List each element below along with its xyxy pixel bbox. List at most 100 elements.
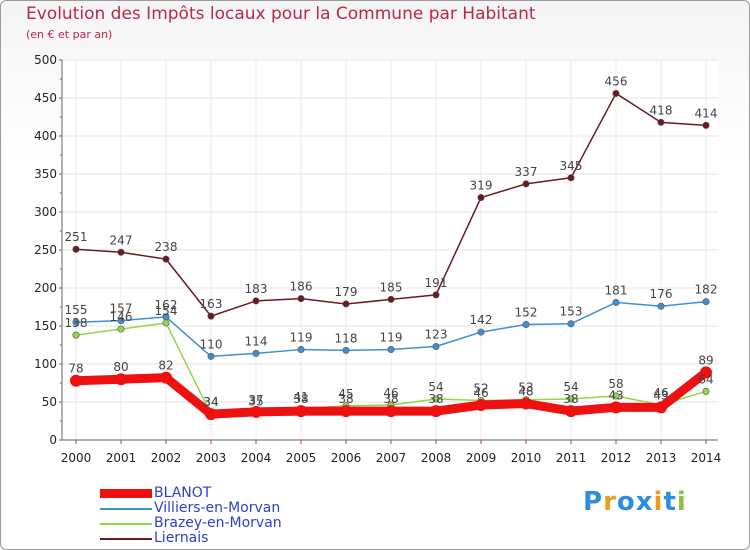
data-label-blanot: 43 [608,388,623,402]
proxiti-logo: Proxiti [583,487,687,517]
data-label-liernais: 186 [290,280,313,294]
data-label-liernais: 191 [425,276,448,290]
data-point-brazey-en-morvan [162,319,170,327]
data-point-villiers-en-morvan [72,318,80,326]
data-point-liernais [72,245,80,253]
data-label-liernais: 337 [515,165,538,179]
legend-item-liernais: Liernais [100,531,282,546]
data-point-liernais [522,180,530,188]
x-tick-label: 2013 [646,451,677,465]
data-label-villiers-en-morvan: 153 [560,305,583,319]
x-tick-label: 2007 [376,451,407,465]
y-tick-label: 450 [34,91,57,105]
data-label-blanot: 43 [653,388,668,402]
x-tick-label: 2012 [601,451,632,465]
logo-letter: i [676,487,687,517]
data-point-blanot [295,405,307,418]
data-label-blanot: 46 [473,386,488,400]
data-point-blanot [430,405,442,418]
data-label-blanot: 82 [158,359,173,373]
data-label-liernais: 185 [380,280,403,294]
legend-label: Liernais [154,530,209,546]
data-label-blanot: 37 [248,393,263,407]
data-point-villiers-en-morvan [117,317,125,325]
data-label-villiers-en-morvan: 157 [110,302,133,316]
data-point-blanot [160,371,172,384]
data-label-liernais: 414 [695,106,718,120]
data-point-blanot [115,373,127,386]
data-point-villiers-en-morvan [522,320,530,328]
data-point-villiers-en-morvan [432,343,440,351]
x-tick-label: 2010 [511,451,542,465]
data-label-brazey-en-morvan: 52 [473,381,488,395]
logo-letter: i [653,487,664,517]
data-label-liernais: 238 [155,240,178,254]
data-point-liernais [612,89,620,97]
data-label-villiers-en-morvan: 123 [425,328,448,342]
data-point-brazey-en-morvan [432,395,440,403]
data-label-blanot: 38 [338,392,353,406]
legend-label: Brazey-en-Morvan [154,515,282,531]
x-tick-label: 2002 [151,451,182,465]
data-point-liernais [432,291,440,299]
data-label-brazey-en-morvan: 146 [110,310,133,324]
data-label-liernais: 179 [335,285,358,299]
data-point-liernais [567,174,575,182]
data-point-liernais [387,295,395,303]
legend-item-brazey-en-morvan: Brazey-en-Morvan [100,516,282,531]
data-point-liernais [297,295,305,303]
data-label-villiers-en-morvan: 142 [470,313,493,327]
data-label-brazey-en-morvan: 46 [653,386,668,400]
logo-letter: r [603,487,617,517]
data-label-villiers-en-morvan: 114 [245,334,268,348]
legend-label: Villiers-en-Morvan [154,500,281,516]
data-point-villiers-en-morvan [252,349,260,357]
data-label-villiers-en-morvan: 110 [200,337,223,351]
y-tick-label: 0 [49,433,57,447]
data-label-liernais: 418 [650,103,673,117]
data-label-blanot: 38 [383,392,398,406]
data-point-villiers-en-morvan [702,298,710,306]
data-label-brazey-en-morvan: 53 [518,381,533,395]
data-label-blanot: 34 [203,395,218,409]
data-label-villiers-en-morvan: 182 [695,283,718,297]
legend-swatch [100,537,152,540]
data-point-liernais [657,118,665,126]
legend: BLANOT Villiers-en-Morvan Brazey-en-Morvan… [100,486,282,546]
data-label-blanot: 38 [293,392,308,406]
data-point-brazey-en-morvan [567,395,575,403]
data-point-liernais [702,121,710,129]
data-label-villiers-en-morvan: 176 [650,287,673,301]
data-label-brazey-en-morvan: 46 [383,386,398,400]
data-point-blanot [565,405,577,418]
data-point-blanot [70,374,82,387]
y-tick-label: 50 [42,395,57,409]
data-point-liernais [207,312,215,320]
data-label-brazey-en-morvan: 54 [428,380,443,394]
data-label-blanot: 38 [428,392,443,406]
chart-subtitle: (en € et par an) [26,28,113,41]
data-label-liernais: 251 [65,230,88,244]
data-point-blanot [340,405,352,418]
legend-item-villiers-en-morvan: Villiers-en-Morvan [100,501,282,516]
x-tick-label: 2006 [331,451,362,465]
data-label-villiers-en-morvan: 118 [335,331,358,345]
data-point-blanot [520,397,532,410]
data-label-brazey-en-morvan: 58 [608,377,623,391]
data-label-brazey-en-morvan: 138 [65,316,88,330]
data-point-brazey-en-morvan [117,325,125,333]
data-label-blanot: 89 [698,353,713,367]
data-point-villiers-en-morvan [342,346,350,354]
data-point-villiers-en-morvan [612,298,620,306]
y-tick-label: 400 [34,129,57,143]
legend-label: BLANOT [154,485,212,501]
data-label-liernais: 319 [470,179,493,193]
data-label-liernais: 456 [605,74,628,88]
y-tick-label: 250 [34,243,57,257]
legend-item-blanot: BLANOT [100,486,282,501]
data-label-villiers-en-morvan: 119 [380,331,403,345]
x-tick-label: 2008 [421,451,452,465]
data-point-liernais [162,255,170,263]
legend-swatch [100,522,152,525]
